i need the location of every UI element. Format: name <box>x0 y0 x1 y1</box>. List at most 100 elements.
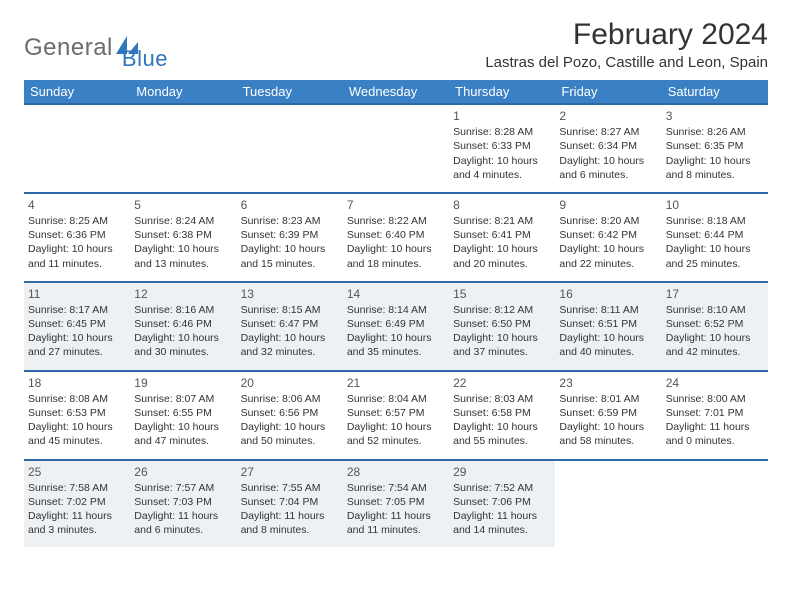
day-line: Sunset: 6:57 PM <box>347 406 445 420</box>
day-line: Sunset: 6:35 PM <box>666 139 764 153</box>
day-line: Daylight: 10 hours <box>241 242 339 256</box>
day-number: 20 <box>241 375 339 391</box>
day-number: 21 <box>347 375 445 391</box>
day-line: Sunset: 6:39 PM <box>241 228 339 242</box>
day-line: and 3 minutes. <box>28 523 126 537</box>
dow-monday: Monday <box>130 80 236 104</box>
day-line: Daylight: 10 hours <box>453 331 551 345</box>
day-number: 25 <box>28 464 126 480</box>
day-line: Sunrise: 8:17 AM <box>28 303 126 317</box>
day-line: Sunset: 7:06 PM <box>453 495 551 509</box>
day-line: Daylight: 10 hours <box>666 154 764 168</box>
day-line: and 6 minutes. <box>559 168 657 182</box>
day-line: Sunset: 6:49 PM <box>347 317 445 331</box>
logo: General Blue <box>24 18 168 72</box>
day-line: Daylight: 10 hours <box>559 242 657 256</box>
day-line: Sunrise: 7:57 AM <box>134 481 232 495</box>
week-row: 4Sunrise: 8:25 AMSunset: 6:36 PMDaylight… <box>24 193 768 282</box>
day-number: 28 <box>347 464 445 480</box>
day-cell: 13Sunrise: 8:15 AMSunset: 6:47 PMDayligh… <box>237 282 343 371</box>
day-line: Daylight: 11 hours <box>347 509 445 523</box>
dow-thursday: Thursday <box>449 80 555 104</box>
day-line: and 45 minutes. <box>28 434 126 448</box>
day-number: 7 <box>347 197 445 213</box>
day-number: 15 <box>453 286 551 302</box>
day-line: and 13 minutes. <box>134 257 232 271</box>
day-cell: 25Sunrise: 7:58 AMSunset: 7:02 PMDayligh… <box>24 460 130 548</box>
dow-sunday: Sunday <box>24 80 130 104</box>
day-line: Sunrise: 8:12 AM <box>453 303 551 317</box>
day-line: Sunset: 6:41 PM <box>453 228 551 242</box>
day-line: Daylight: 10 hours <box>559 420 657 434</box>
day-line: and 52 minutes. <box>347 434 445 448</box>
day-number: 22 <box>453 375 551 391</box>
day-number: 29 <box>453 464 551 480</box>
day-line: Sunset: 6:50 PM <box>453 317 551 331</box>
day-line: Sunset: 6:59 PM <box>559 406 657 420</box>
month-title: February 2024 <box>485 18 768 52</box>
day-line: and 14 minutes. <box>453 523 551 537</box>
day-number: 18 <box>28 375 126 391</box>
day-line: and 35 minutes. <box>347 345 445 359</box>
day-line: Sunrise: 8:28 AM <box>453 125 551 139</box>
day-line: Sunrise: 8:07 AM <box>134 392 232 406</box>
day-line: and 47 minutes. <box>134 434 232 448</box>
day-number: 4 <box>28 197 126 213</box>
day-line: and 30 minutes. <box>134 345 232 359</box>
day-line: Daylight: 10 hours <box>453 154 551 168</box>
day-line: Sunset: 7:01 PM <box>666 406 764 420</box>
day-line: Daylight: 10 hours <box>241 420 339 434</box>
dow-tuesday: Tuesday <box>237 80 343 104</box>
day-cell: 3Sunrise: 8:26 AMSunset: 6:35 PMDaylight… <box>662 104 768 193</box>
day-line: and 15 minutes. <box>241 257 339 271</box>
day-line: Sunset: 6:47 PM <box>241 317 339 331</box>
day-line: and 8 minutes. <box>666 168 764 182</box>
day-line: and 50 minutes. <box>241 434 339 448</box>
day-line: Daylight: 10 hours <box>241 331 339 345</box>
day-line: Sunset: 7:05 PM <box>347 495 445 509</box>
day-line: Sunrise: 8:25 AM <box>28 214 126 228</box>
day-number: 24 <box>666 375 764 391</box>
day-line: Sunrise: 8:23 AM <box>241 214 339 228</box>
day-line: Sunrise: 8:27 AM <box>559 125 657 139</box>
day-number: 23 <box>559 375 657 391</box>
day-line: and 18 minutes. <box>347 257 445 271</box>
day-line: and 40 minutes. <box>559 345 657 359</box>
day-line: and 58 minutes. <box>559 434 657 448</box>
day-cell <box>237 104 343 193</box>
day-cell: 7Sunrise: 8:22 AMSunset: 6:40 PMDaylight… <box>343 193 449 282</box>
day-line: Sunset: 6:40 PM <box>347 228 445 242</box>
day-cell: 12Sunrise: 8:16 AMSunset: 6:46 PMDayligh… <box>130 282 236 371</box>
day-line: Sunrise: 8:26 AM <box>666 125 764 139</box>
day-cell: 18Sunrise: 8:08 AMSunset: 6:53 PMDayligh… <box>24 371 130 460</box>
day-line: Sunset: 7:02 PM <box>28 495 126 509</box>
day-number: 26 <box>134 464 232 480</box>
day-line: Sunrise: 7:52 AM <box>453 481 551 495</box>
day-line: and 22 minutes. <box>559 257 657 271</box>
day-line: and 6 minutes. <box>134 523 232 537</box>
day-line: Daylight: 10 hours <box>559 154 657 168</box>
day-cell: 9Sunrise: 8:20 AMSunset: 6:42 PMDaylight… <box>555 193 661 282</box>
day-number: 27 <box>241 464 339 480</box>
day-line: and 11 minutes. <box>347 523 445 537</box>
day-line: Daylight: 10 hours <box>28 331 126 345</box>
day-line: Sunrise: 7:58 AM <box>28 481 126 495</box>
logo-text-blue: Blue <box>122 46 168 72</box>
day-line: Daylight: 10 hours <box>453 242 551 256</box>
day-line: Sunset: 6:58 PM <box>453 406 551 420</box>
day-line: Daylight: 10 hours <box>347 331 445 345</box>
day-line: Sunrise: 8:16 AM <box>134 303 232 317</box>
day-cell: 2Sunrise: 8:27 AMSunset: 6:34 PMDaylight… <box>555 104 661 193</box>
day-line: Daylight: 10 hours <box>347 242 445 256</box>
day-line: Sunset: 6:36 PM <box>28 228 126 242</box>
day-number: 5 <box>134 197 232 213</box>
day-cell: 14Sunrise: 8:14 AMSunset: 6:49 PMDayligh… <box>343 282 449 371</box>
day-cell: 27Sunrise: 7:55 AMSunset: 7:04 PMDayligh… <box>237 460 343 548</box>
day-line: Daylight: 10 hours <box>28 242 126 256</box>
day-line: Daylight: 10 hours <box>134 420 232 434</box>
header: General Blue February 2024 Lastras del P… <box>24 18 768 72</box>
day-number: 10 <box>666 197 764 213</box>
day-line: Sunset: 6:55 PM <box>134 406 232 420</box>
day-line: Sunrise: 8:00 AM <box>666 392 764 406</box>
day-line: Sunset: 7:03 PM <box>134 495 232 509</box>
